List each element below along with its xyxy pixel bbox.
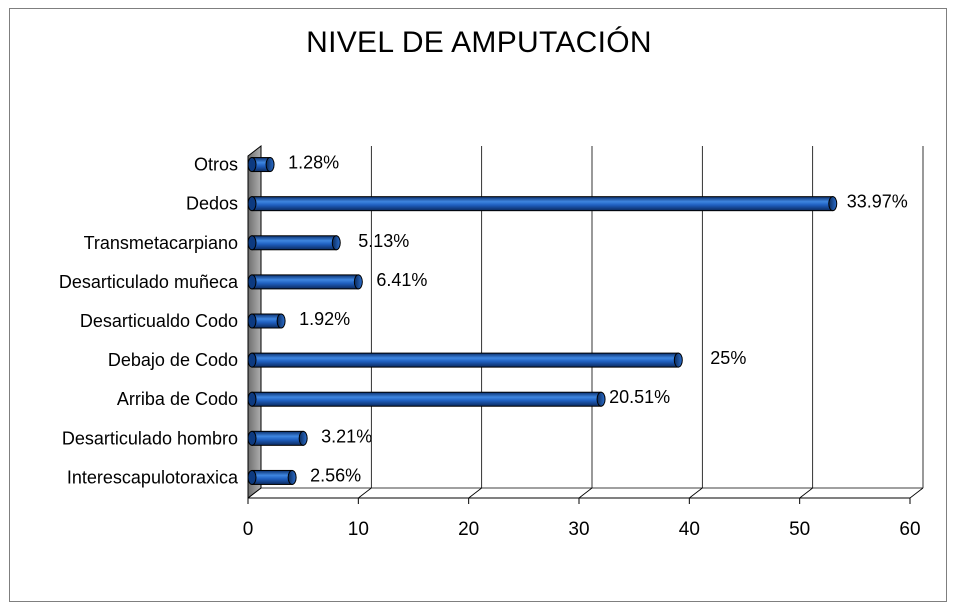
floor-line — [468, 487, 482, 499]
data-label: 20.51% — [609, 387, 670, 407]
data-label: 25% — [710, 348, 746, 368]
data-label: 6.41% — [376, 270, 427, 290]
chart-title: NIVEL DE AMPUTACIÓN — [306, 26, 652, 59]
category-label: Desarticulado muñeca — [59, 272, 239, 292]
x-tick-label: 40 — [679, 519, 700, 540]
bar-left-cap — [247, 469, 257, 485]
bar-2 — [247, 235, 341, 251]
category-label: Desarticualdo Codo — [80, 311, 238, 331]
category-label: Desarticulado hombro — [62, 428, 238, 448]
bar-body — [251, 391, 602, 407]
bar-body — [251, 430, 304, 446]
bar-right-cap — [331, 235, 341, 251]
bar-right-cap — [265, 157, 275, 173]
bars — [247, 157, 838, 485]
bar-6 — [247, 391, 606, 407]
bar-left-cap — [247, 274, 257, 290]
bar-1 — [247, 196, 838, 212]
data-label: 3.21% — [321, 426, 372, 446]
floor-line — [358, 487, 372, 499]
bar-7 — [247, 430, 308, 446]
bar-right-cap — [596, 391, 606, 407]
data-label: 1.28% — [288, 153, 339, 173]
x-tick-label: 20 — [458, 519, 479, 540]
data-label: 1.92% — [299, 309, 350, 329]
bar-body — [251, 196, 834, 212]
bar-8 — [247, 469, 297, 485]
bar-left-cap — [247, 352, 257, 368]
bar-right-cap — [276, 313, 286, 329]
floor-line — [799, 487, 813, 499]
data-label: 2.56% — [310, 465, 361, 485]
bar-left-cap — [247, 313, 257, 329]
x-tick-label: 50 — [789, 519, 810, 540]
bar-4 — [247, 313, 286, 329]
bar-body — [251, 274, 359, 290]
x-tick-label: 60 — [899, 519, 920, 540]
bar-left-cap — [247, 235, 257, 251]
x-tick-label: 30 — [568, 519, 589, 540]
data-label: 5.13% — [358, 231, 409, 251]
category-label: Interescapulotoraxica — [67, 467, 239, 487]
bar-right-cap — [673, 352, 683, 368]
category-label: Otros — [194, 155, 238, 175]
bar-body — [251, 352, 679, 368]
category-label: Dedos — [186, 194, 238, 214]
category-label: Transmetacarpiano — [84, 233, 238, 253]
bar-body — [251, 235, 337, 251]
bar-3 — [247, 274, 363, 290]
x-tick-label: 10 — [348, 519, 369, 540]
bar-5 — [247, 352, 683, 368]
bar-right-cap — [828, 196, 838, 212]
bar-left-cap — [247, 157, 257, 173]
bar-body — [251, 469, 293, 485]
labels: 0 10 20 30 40 50 60 Otros 1.28% Dedos 33.97% Transm… — [59, 153, 921, 540]
data-label: 33.97% — [847, 192, 908, 212]
category-label: Debajo de Codo — [108, 350, 238, 370]
bar-0 — [247, 157, 275, 173]
floor-line — [578, 487, 593, 499]
bar-right-cap — [353, 274, 363, 290]
bar-left-cap — [247, 430, 257, 446]
floor-line — [909, 487, 924, 499]
bar-left-cap — [247, 196, 257, 212]
floor-line — [689, 487, 703, 499]
bar-right-cap — [287, 469, 297, 485]
bar-right-cap — [298, 430, 308, 446]
chart-frame — [9, 8, 947, 602]
x-tick-label: 0 — [243, 519, 254, 540]
bar-left-cap — [247, 391, 257, 407]
category-label: Arriba de Codo — [117, 389, 238, 409]
